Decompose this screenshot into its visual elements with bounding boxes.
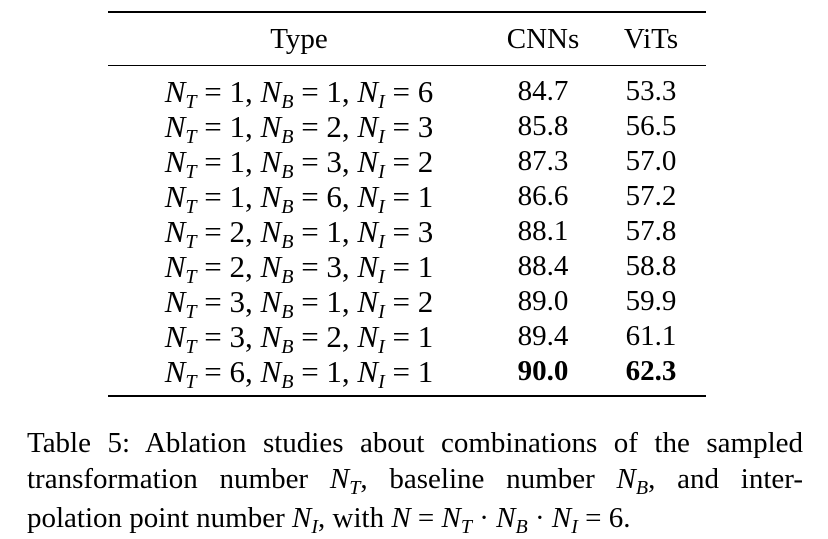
vits-cell: 57.2 [625,180,677,212]
vits-cell: 57.0 [625,145,677,177]
type-cell: NT = 2, NB = 3, NI = 1 [164,248,434,288]
type-cell: NT = 3, NB = 2, NI = 1 [164,318,434,358]
cnns-cell: 85.8 [517,110,569,142]
table-header-row: Type CNNs ViTs [108,13,706,66]
cnns-cell: 89.0 [517,285,569,317]
type-cell: NT = 1, NB = 2, NI = 3 [164,108,434,148]
header-type: Type [270,22,328,55]
table-row: NT = 1, NB = 6, NI = 1 86.6 57.2 [108,178,706,218]
cnns-cell: 86.6 [517,180,569,212]
type-cell: NT = 1, NB = 6, NI = 1 [164,178,434,218]
cnns-cell: 84.7 [517,75,569,107]
table-row: NT = 1, NB = 1, NI = 6 84.7 53.3 [108,73,706,113]
table-row: NT = 3, NB = 2, NI = 1 89.4 61.1 [108,318,706,358]
vits-cell: 57.8 [625,215,677,247]
cnns-cell: 88.4 [517,250,569,282]
table-row: NT = 2, NB = 1, NI = 3 88.1 57.8 [108,213,706,253]
table-row: NT = 2, NB = 3, NI = 1 88.4 58.8 [108,248,706,288]
type-cell: NT = 3, NB = 1, NI = 2 [164,283,434,323]
table-row: NT = 3, NB = 1, NI = 2 89.0 59.9 [108,283,706,323]
vits-cell: 62.3 [625,355,677,387]
vits-cell: 61.1 [625,320,677,352]
results-table: Type CNNs ViTs NT = 1, NB = 1, NI = 6 84.… [108,11,706,397]
caption-line-1: Table 5: Ablation studies about combinat… [27,427,803,459]
cnns-cell: 87.3 [517,145,569,177]
type-cell: NT = 1, NB = 1, NI = 6 [164,73,434,113]
vits-cell: 56.5 [625,110,677,142]
caption-line-3: polation point number NI, with N = NT · … [27,502,631,538]
vits-cell: 53.3 [625,75,677,107]
table-caption: Table 5: Ablation studies about combinat… [27,425,803,539]
cnns-cell: 90.0 [517,355,569,387]
caption-line-2: transformation number NT, baseline numbe… [27,463,803,499]
header-vits: ViTs [623,22,679,55]
vits-cell: 58.8 [625,250,677,282]
table-row: NT = 1, NB = 2, NI = 3 85.8 56.5 [108,108,706,148]
type-cell: NT = 6, NB = 1, NI = 1 [164,353,434,393]
cnns-cell: 89.4 [517,320,569,352]
table-row: NT = 6, NB = 1, NI = 1 90.0 62.3 [108,353,706,393]
type-cell: NT = 2, NB = 1, NI = 3 [164,213,434,253]
vits-cell: 59.9 [625,285,677,317]
table-row: NT = 1, NB = 3, NI = 2 87.3 57.0 [108,143,706,183]
header-cnns: CNNs [506,22,580,55]
table-body: NT = 1, NB = 1, NI = 6 84.7 53.3 NT = 1, NB… [108,66,706,395]
type-cell: NT = 1, NB = 3, NI = 2 [164,143,434,183]
cnns-cell: 88.1 [517,215,569,247]
